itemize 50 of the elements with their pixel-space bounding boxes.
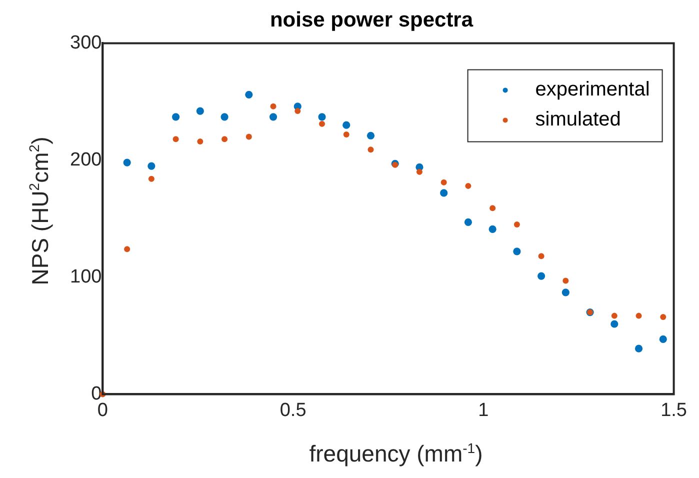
legend-label: experimental [535, 78, 650, 101]
point [197, 138, 204, 144]
point [514, 222, 520, 228]
point [343, 131, 350, 138]
point [269, 113, 278, 121]
point [660, 314, 666, 320]
point [172, 113, 180, 121]
y-tick-label: 300 [70, 32, 102, 54]
point [634, 344, 643, 352]
x-tick-label: 1 [478, 400, 489, 421]
y-tick-label: 100 [70, 266, 102, 288]
point [464, 218, 472, 226]
x-tick-label: 1.5 [660, 400, 688, 421]
point [294, 108, 301, 114]
y-tick-label: 200 [70, 149, 102, 170]
legend-label: simulated [535, 108, 621, 131]
point [196, 107, 204, 115]
point [488, 225, 496, 234]
point [220, 113, 228, 121]
point [270, 103, 276, 110]
point [124, 246, 130, 252]
point [245, 90, 253, 98]
point [366, 132, 375, 140]
point [342, 121, 350, 129]
point [172, 136, 179, 142]
point [562, 288, 570, 296]
point [610, 320, 618, 328]
point [148, 176, 154, 182]
point [440, 189, 448, 197]
point [318, 113, 326, 121]
point [246, 134, 252, 140]
point [538, 272, 546, 280]
point [222, 136, 228, 142]
point [562, 278, 569, 284]
point [659, 335, 667, 344]
point [538, 253, 544, 260]
point [123, 158, 131, 166]
chart-title: noise power spectra [270, 8, 474, 32]
point [611, 312, 618, 319]
point [416, 168, 422, 175]
point [636, 312, 642, 319]
x-axis-title: frequency (mm$^{-1}$) [308, 440, 484, 468]
point [465, 182, 472, 189]
point [368, 146, 374, 153]
point [490, 205, 496, 212]
point [513, 248, 521, 256]
point [148, 162, 156, 170]
x-tick-label: 0.5 [280, 400, 306, 421]
point [440, 179, 447, 186]
point [319, 120, 325, 127]
